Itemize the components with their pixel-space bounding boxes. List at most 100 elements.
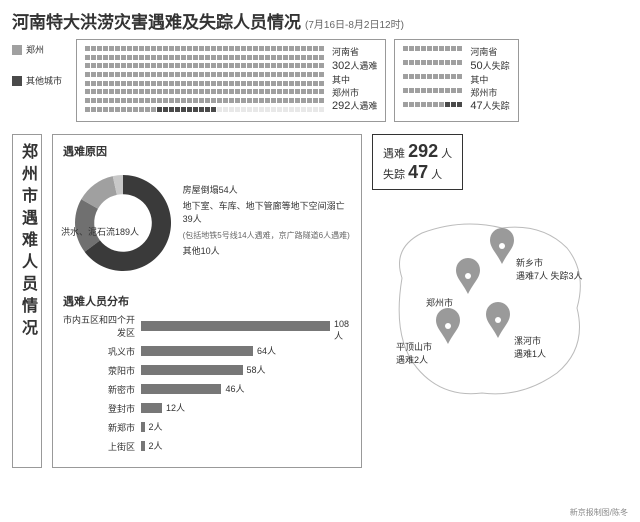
credit: 新京报制图/陈冬 — [570, 507, 628, 518]
waffle-cell — [85, 98, 90, 103]
waffle-cell — [97, 89, 102, 94]
waffle-missing-city: 郑州市 — [470, 87, 509, 100]
waffle-cell — [169, 63, 174, 68]
waffle-cell — [415, 102, 420, 107]
waffle-cell — [277, 46, 282, 51]
stat-missing-unit: 人 — [431, 169, 442, 181]
stat-deaths-val: 292 — [408, 141, 438, 161]
waffle-cell — [451, 46, 456, 51]
waffle-cell — [157, 55, 162, 60]
waffle-cell — [175, 98, 180, 103]
donut-chart — [63, 163, 175, 283]
waffle-cell — [139, 98, 144, 103]
waffle-cell — [205, 81, 210, 86]
waffle-cell — [187, 81, 192, 86]
waffle-cell — [205, 72, 210, 77]
waffle-cell — [175, 72, 180, 77]
waffle-cell — [289, 107, 294, 112]
waffle-cell — [223, 63, 228, 68]
waffle-cell — [271, 107, 276, 112]
waffle-cell — [409, 60, 414, 65]
waffle-cell — [241, 55, 246, 60]
waffle-cell — [181, 72, 186, 77]
waffle-cell — [445, 46, 450, 51]
waffle-cell — [253, 107, 258, 112]
waffle-cell — [193, 81, 198, 86]
bar-track: 2人 — [141, 441, 351, 451]
waffle-cell — [439, 60, 444, 65]
waffle-cell — [109, 72, 114, 77]
waffle-cell — [121, 89, 126, 94]
waffle-cell — [415, 88, 420, 93]
waffle-cell — [241, 107, 246, 112]
bar-fill — [141, 321, 330, 331]
bar-label: 新郑市 — [63, 421, 141, 434]
waffle-cell — [199, 81, 204, 86]
bar-value: 2人 — [149, 420, 163, 433]
waffle-cell — [109, 89, 114, 94]
waffle-cell — [403, 102, 408, 107]
waffle-cell — [169, 98, 174, 103]
waffle-cell — [91, 72, 96, 77]
waffle-cell — [295, 89, 300, 94]
waffle-cell — [295, 72, 300, 77]
waffle-cell — [97, 107, 102, 112]
bar-track: 12人 — [141, 403, 351, 413]
waffle-cell — [415, 46, 420, 51]
waffle-cell — [193, 72, 198, 77]
waffle-cell — [433, 60, 438, 65]
waffle-cell — [241, 98, 246, 103]
waffle-cell — [181, 107, 186, 112]
waffle-deaths-mid: 其中 — [332, 74, 377, 87]
waffle-cell — [133, 81, 138, 86]
bar-fill — [141, 403, 162, 413]
waffle-missing-city-val: 47 — [470, 100, 482, 112]
waffle-cell — [421, 46, 426, 51]
waffle-deaths-city: 郑州市 — [332, 87, 377, 100]
bar-row: 新密市46人 — [63, 383, 351, 396]
map-city-label: 漯河市遇难1人 — [514, 334, 546, 360]
waffle-cell — [151, 98, 156, 103]
donut-title: 遇难原因 — [63, 143, 351, 159]
waffle-cell — [403, 60, 408, 65]
waffle-cell — [91, 89, 96, 94]
waffle-cell — [211, 55, 216, 60]
waffle-cell — [265, 89, 270, 94]
legend-item-other: 其他城市 — [12, 74, 68, 87]
waffle-cell — [283, 55, 288, 60]
waffle-cell — [283, 72, 288, 77]
map-city-label: 平顶山市遇难2人 — [396, 340, 432, 366]
waffle-cell — [271, 46, 276, 51]
waffle-cell — [265, 46, 270, 51]
bar-track: 46人 — [141, 384, 351, 394]
waffle-cell — [157, 63, 162, 68]
waffle-cell — [283, 98, 288, 103]
bar-value: 108人 — [334, 319, 351, 342]
waffle-cell — [121, 55, 126, 60]
map-pin — [486, 302, 510, 338]
waffle-cell — [229, 55, 234, 60]
waffle-cell — [169, 89, 174, 94]
donut-label: 房屋倒塌54人 — [183, 184, 351, 197]
waffle-cell — [139, 81, 144, 86]
waffle-cell — [199, 46, 204, 51]
waffle-cell — [157, 107, 162, 112]
waffle-cell — [103, 98, 108, 103]
bar-row: 新郑市 2人 — [63, 421, 351, 434]
waffle-cell — [139, 63, 144, 68]
waffle-cell — [235, 55, 240, 60]
waffle-cell — [295, 63, 300, 68]
bar-track: 108人 — [141, 321, 351, 331]
waffle-cell — [205, 46, 210, 51]
waffle-cell — [151, 107, 156, 112]
waffle-cell — [403, 46, 408, 51]
waffle-cell — [241, 63, 246, 68]
waffle-cell — [121, 46, 126, 51]
waffle-cell — [223, 72, 228, 77]
waffle-cell — [127, 98, 132, 103]
waffle-cell — [259, 98, 264, 103]
waffle-cell — [289, 55, 294, 60]
waffle-cell — [409, 102, 414, 107]
waffle-cell — [319, 72, 324, 77]
waffle-cell — [235, 72, 240, 77]
